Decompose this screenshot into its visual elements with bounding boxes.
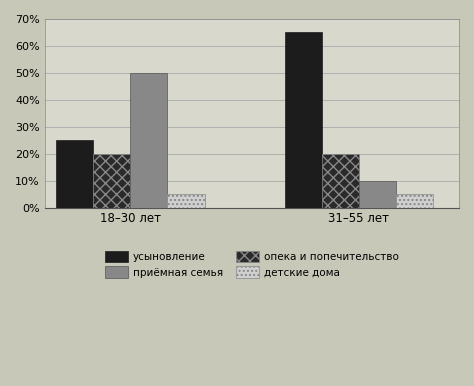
- Bar: [56, 140, 93, 208]
- Bar: [396, 194, 433, 208]
- Bar: [130, 73, 167, 208]
- Bar: [285, 32, 322, 208]
- Legend: усыновление, приёмная семья, опека и попечительство, детские дома: усыновление, приёмная семья, опека и поп…: [101, 247, 403, 282]
- Bar: [93, 154, 130, 208]
- Bar: [359, 181, 396, 208]
- Bar: [167, 194, 205, 208]
- Bar: [322, 154, 359, 208]
